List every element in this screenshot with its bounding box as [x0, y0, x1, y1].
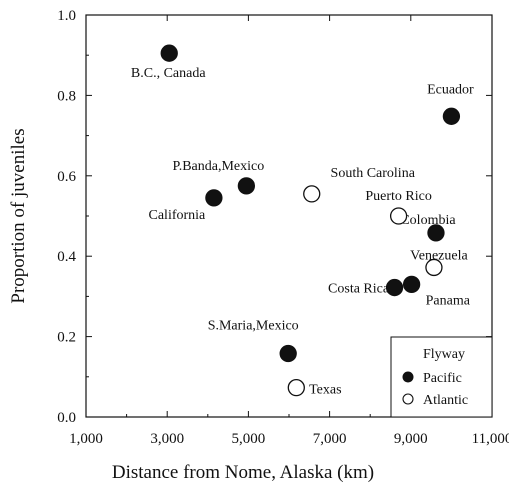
- x-axis-label: Distance from Nome, Alaska (km): [112, 462, 374, 483]
- y-tick-label: 0.4: [57, 249, 76, 265]
- x-tick-label: 7,000: [313, 431, 347, 447]
- point-label-costa-rica: Costa Rica: [328, 282, 390, 297]
- legend-marker-pacific: [402, 371, 414, 383]
- y-tick-label: 1.0: [57, 8, 76, 24]
- point-costa-rica: [385, 278, 404, 297]
- point-south-carolina: [303, 185, 321, 203]
- y-axis-label: Proportion of juveniles: [8, 128, 29, 303]
- point-label-puerto-rico: Puerto Rico: [365, 189, 432, 204]
- point-label-b-c-canada: B.C., Canada: [131, 66, 206, 81]
- point-p-banda-mexico: [237, 177, 256, 195]
- point-label-p-banda-mexico: P.Banda,Mexico: [172, 159, 264, 174]
- x-tick-label: 11,000: [472, 431, 509, 447]
- point-label-california: California: [149, 208, 207, 223]
- point-label-venezuela: Venezuela: [410, 248, 468, 263]
- point-label-panama: Panama: [426, 293, 471, 308]
- x-tick-label: 9,000: [394, 431, 428, 447]
- point-s-maria-mexico: [279, 344, 297, 363]
- point-ecuador: [442, 107, 461, 125]
- legend-label-atlantic: Atlantic: [423, 393, 468, 408]
- point-label-south-carolina: South Carolina: [331, 166, 416, 181]
- legend-label-pacific: Pacific: [423, 371, 462, 386]
- point-label-s-maria-mexico: S.Maria,Mexico: [208, 318, 299, 333]
- point-california: [205, 189, 223, 207]
- x-tick-label: 5,000: [232, 431, 266, 447]
- x-tick-label: 1,000: [69, 431, 103, 447]
- data-points: B.C., Canada California P.Banda,Mexico S.Ma…: [131, 44, 474, 398]
- legend-marker-atlantic: [402, 393, 414, 405]
- y-tick-label: 0.6: [57, 169, 76, 185]
- point-puerto-rico: [389, 207, 408, 225]
- point-label-ecuador: Ecuador: [427, 82, 474, 97]
- x-tick-label: 3,000: [150, 431, 184, 447]
- y-tick-label: 0.0: [57, 410, 76, 426]
- y-tick-label: 0.2: [57, 330, 76, 346]
- y-axis: 0.0 0.2 0.4 0.6 0.8 1.0: [57, 8, 492, 426]
- point-panama: [402, 275, 421, 293]
- point-colombia: [427, 224, 445, 242]
- point-label-colombia: Colombia: [400, 213, 456, 228]
- legend-title: Flyway: [423, 347, 465, 362]
- legend: Flyway Pacific Atlantic: [390, 336, 493, 418]
- point-b-c-canada: [160, 44, 178, 62]
- y-tick-label: 0.8: [57, 88, 76, 104]
- point-venezuela: [425, 258, 443, 277]
- point-label-texas: Texas: [309, 383, 341, 398]
- point-texas: [287, 379, 305, 397]
